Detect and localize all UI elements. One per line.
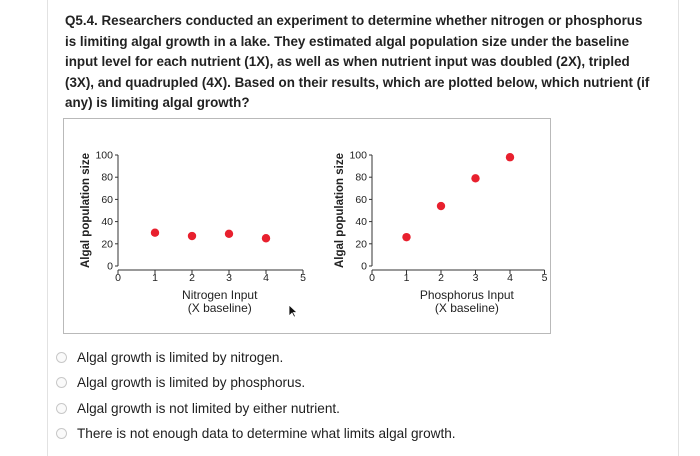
nitrogen-x-tick-label: 5 xyxy=(300,272,306,284)
question-text: Q5.4. Researchers conducted an experimen… xyxy=(65,13,650,111)
answer-option-phosphorus[interactable]: Algal growth is limited by phosphorus. xyxy=(56,371,616,393)
nitrogen-y-tick-label: 100 xyxy=(95,150,113,162)
chart-figure: 0 20 40 60 80 100 0 1 2 3 4 5 Algal population size N… xyxy=(63,118,551,334)
answer-option-nitrogen[interactable]: Algal growth is limited by nitrogen. xyxy=(56,346,616,368)
nitrogen-data-point xyxy=(224,229,234,239)
nitrogen-x-tick-label: 4 xyxy=(263,272,269,284)
nitrogen-y-tick-label: 80 xyxy=(101,172,113,184)
answer-option-label: There is not enough data to determine wh… xyxy=(77,425,456,441)
nitrogen-y-tick-label: 0 xyxy=(107,261,113,273)
nitrogen-y-axis-label: Algal population size xyxy=(80,153,92,268)
phosphorus-y-tick-label: 40 xyxy=(355,216,367,228)
phosphorus-y-tick-label: 80 xyxy=(355,172,367,184)
phosphorus-x-tick-label: 2 xyxy=(438,272,444,284)
nitrogen-x-axis-sublabel: (X baseline) xyxy=(188,301,252,315)
answer-option-not-enough-data[interactable]: There is not enough data to determine wh… xyxy=(56,422,616,444)
phosphorus-y-tick-label: 60 xyxy=(355,194,367,206)
answer-option-label: Algal growth is limited by phosphorus. xyxy=(77,374,306,390)
phosphorus-y-tick-label: 100 xyxy=(349,150,367,162)
nitrogen-x-tick-label: 2 xyxy=(189,272,195,284)
phosphorus-x-tick-label: 1 xyxy=(404,272,410,284)
nitrogen-x-axis-label: Nitrogen Input xyxy=(182,288,258,302)
mouse-cursor-icon xyxy=(288,304,299,323)
phosphorus-data-point xyxy=(505,153,515,162)
phosphorus-data-point xyxy=(471,174,480,183)
nitrogen-x-tick-label: 3 xyxy=(226,272,232,284)
nitrogen-data-point xyxy=(150,228,160,237)
radio-button[interactable] xyxy=(56,427,67,439)
nitrogen-y-tick-label: 40 xyxy=(101,216,113,228)
nitrogen-y-tick-label: 60 xyxy=(101,194,113,206)
phosphorus-y-tick-label: 0 xyxy=(361,261,367,273)
answer-option-neither[interactable]: Algal growth is not limited by either nu… xyxy=(56,397,616,419)
nitrogen-y-tick-label: 20 xyxy=(101,238,113,250)
nitrogen-data-point xyxy=(187,231,197,241)
phosphorus-y-tick-label: 20 xyxy=(355,238,367,250)
radio-button[interactable] xyxy=(56,351,67,363)
nitrogen-x-tick-label: 1 xyxy=(152,272,158,284)
answer-option-label: Algal growth is not limited by either nu… xyxy=(77,400,340,416)
nitrogen-data-point xyxy=(261,234,271,243)
phosphorus-data-point xyxy=(436,201,446,211)
phosphorus-x-tick-label: 5 xyxy=(542,272,548,284)
phosphorus-data-point xyxy=(402,232,411,242)
phosphorus-y-axis-label: Algal population size xyxy=(334,153,346,268)
phosphorus-x-tick-label: 3 xyxy=(473,272,479,284)
phosphorus-x-axis-label: Phosphorus Input xyxy=(420,288,515,302)
phosphorus-x-tick-label: 0 xyxy=(369,272,375,284)
phosphorus-x-axis-sublabel: (X baseline) xyxy=(435,301,499,315)
answer-option-label: Algal growth is limited by nitrogen. xyxy=(77,349,284,365)
radio-button[interactable] xyxy=(56,376,67,388)
nitrogen-x-tick-label: 0 xyxy=(115,272,121,284)
phosphorus-x-tick-label: 4 xyxy=(507,272,513,284)
radio-button[interactable] xyxy=(56,402,67,414)
